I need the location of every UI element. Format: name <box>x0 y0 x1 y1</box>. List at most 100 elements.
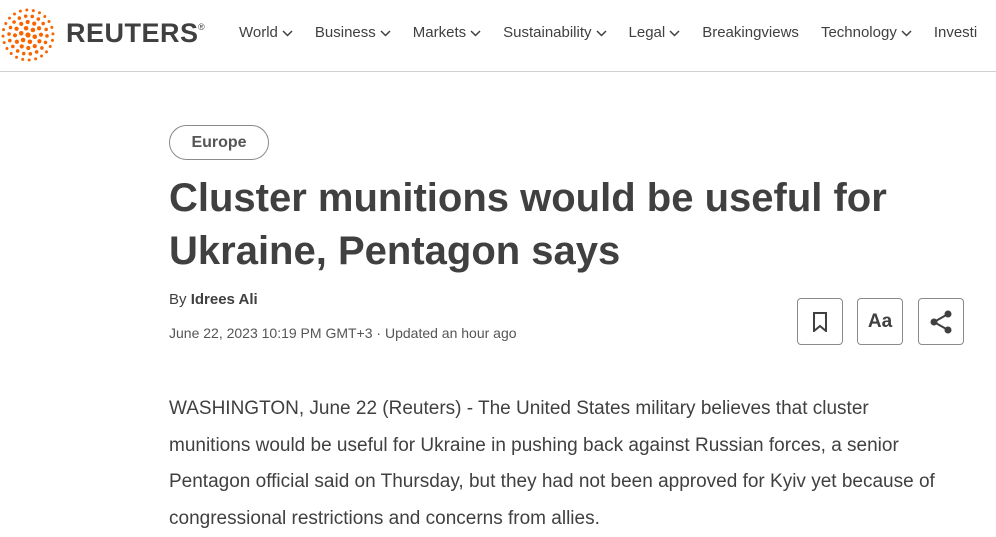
logo-dot <box>38 32 44 37</box>
section-tag[interactable]: Europe <box>169 125 269 160</box>
logo-dot <box>30 14 35 19</box>
logo-dot <box>37 26 42 31</box>
logo-dot <box>14 26 19 31</box>
nav: World Business Markets Sustainability Legal B… <box>239 24 996 41</box>
font-size-button[interactable]: Aa <box>857 298 903 345</box>
logo-dot <box>18 30 24 36</box>
logo-dot <box>43 40 48 45</box>
logo-dot <box>27 58 31 62</box>
logo-dot <box>44 50 48 54</box>
logo-dot <box>25 32 31 38</box>
share-button[interactable] <box>918 298 964 345</box>
logo-dot <box>14 39 19 44</box>
logo-dot <box>51 32 55 36</box>
logo-dot <box>40 54 44 58</box>
updated: Updated an hour ago <box>384 325 517 341</box>
logo-dot <box>7 32 11 36</box>
nav-item[interactable]: World <box>239 24 293 41</box>
logo-dot <box>19 44 24 49</box>
logo-dot <box>17 16 22 20</box>
logo-dot <box>8 38 12 43</box>
logo-dot <box>30 27 36 33</box>
logo-dot <box>32 21 37 26</box>
nav-item[interactable]: Business <box>315 24 391 41</box>
logo-dot <box>34 57 38 61</box>
logo-dot <box>31 9 35 13</box>
dropdown-chevron <box>282 29 293 37</box>
logo-dot <box>21 57 25 61</box>
dateline: June 22, 2023 10:19 PM GMT+3 · Updated a… <box>169 325 517 341</box>
logo-dot <box>37 39 42 44</box>
logo[interactable]: REUTERS <box>66 18 199 48</box>
logo-dot <box>9 51 13 55</box>
logo-dot <box>45 34 49 38</box>
logo-dot <box>27 39 33 45</box>
nav-item[interactable]: Technology <box>821 24 912 41</box>
nav-item[interactable]: Breakingviews <box>702 24 799 41</box>
logo-dot <box>43 15 47 19</box>
logo-dot <box>26 45 31 51</box>
site-header: REUTERS ® World Business Markets Sustainabi… <box>0 0 996 72</box>
nav-label[interactable]: Legal <box>628 24 666 41</box>
nav-item[interactable]: Investi <box>934 24 977 41</box>
logo-dot <box>40 46 44 50</box>
nav-item[interactable]: Sustainability <box>503 24 607 41</box>
logo-dot <box>2 28 6 32</box>
published: June 22, 2023 10:19 PM GMT+3 <box>169 325 373 341</box>
logo-dot <box>1 34 5 38</box>
logo-dot <box>8 25 13 30</box>
logo-dot <box>12 20 16 24</box>
logo-registered: ® <box>198 22 205 32</box>
nav-label[interactable]: Markets <box>412 24 467 41</box>
logo-dot <box>50 38 54 42</box>
logo-dot <box>48 44 52 48</box>
logo-dot <box>44 27 48 32</box>
byline: By Idrees Ali <box>169 291 258 308</box>
dropdown-chevron <box>470 29 481 37</box>
logo-dot <box>4 22 8 26</box>
share-icon <box>930 310 952 333</box>
logo-dot <box>47 19 51 23</box>
logo-dot <box>15 55 19 59</box>
logo-dot <box>15 49 20 53</box>
logo-dot <box>12 33 18 38</box>
logo-dot <box>32 34 38 40</box>
separator: · <box>376 325 382 341</box>
byline-prefix: By <box>169 291 187 308</box>
logo-dot <box>8 16 12 20</box>
headline: Cluster munitions would be useful for Uk… <box>169 176 887 273</box>
nav-item[interactable]: Markets <box>413 24 481 41</box>
nav-label[interactable]: Breakingviews <box>702 24 799 41</box>
logo-dot <box>28 52 33 56</box>
logo-dot <box>25 8 29 12</box>
nav-label[interactable]: Sustainability <box>503 24 592 41</box>
author[interactable]: Idrees Ali <box>190 291 258 308</box>
article-body: WASHINGTON, June 22 (Reuters) - The Unit… <box>169 398 935 529</box>
dropdown-chevron <box>380 29 391 37</box>
logo-dot <box>32 44 37 49</box>
logo-mark[interactable] <box>0 8 60 64</box>
logo-dot <box>34 50 39 54</box>
logo-dot <box>25 19 30 25</box>
nav-label[interactable]: Technology <box>820 24 897 41</box>
logo-dot <box>19 21 24 26</box>
dropdown-chevron <box>595 29 607 37</box>
logo-dot <box>20 37 26 43</box>
logo-dot <box>2 41 6 45</box>
logo-dot <box>11 44 15 49</box>
logo-dot <box>18 9 22 13</box>
logo-dot <box>37 11 41 15</box>
logo-dot <box>5 47 9 51</box>
logo-dot <box>23 25 29 31</box>
logo-dot <box>36 17 41 21</box>
nav-label[interactable]: Investi <box>933 24 978 41</box>
logo-dot <box>23 14 28 18</box>
logo-dot <box>12 12 16 16</box>
dropdown-chevron <box>901 29 912 37</box>
nav-label[interactable]: Business <box>314 24 376 41</box>
bookmark-button[interactable] <box>797 298 843 345</box>
nav-label[interactable]: World <box>239 24 278 41</box>
nav-item[interactable]: Legal <box>629 24 681 41</box>
logo-dot <box>50 25 54 29</box>
